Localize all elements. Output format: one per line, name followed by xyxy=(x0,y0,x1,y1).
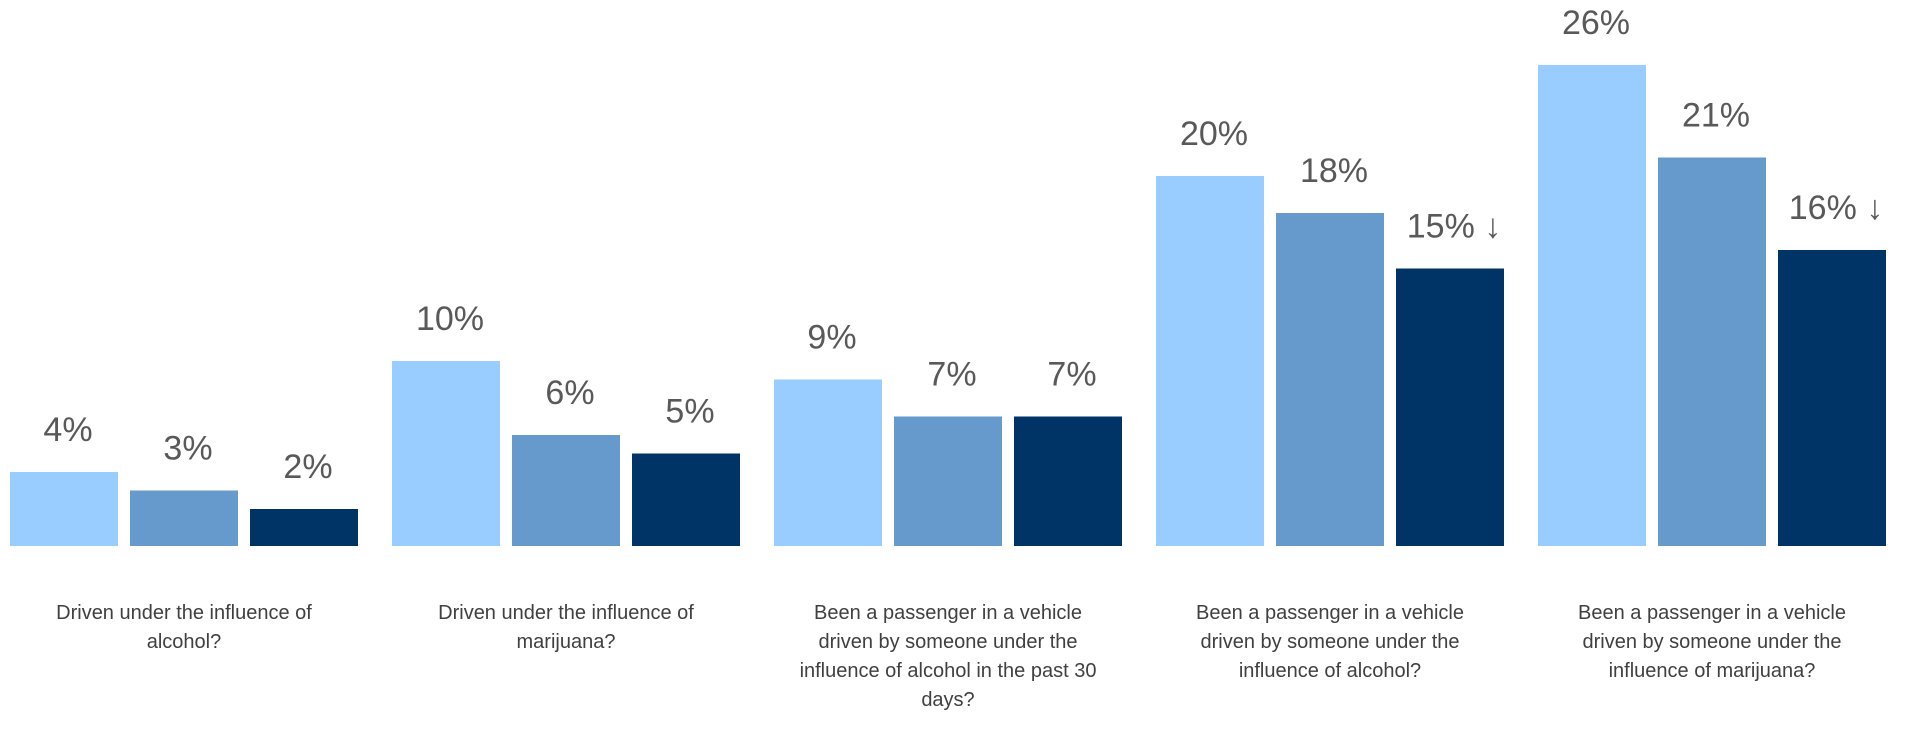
category-label: Driven under the influence of alcohol? xyxy=(56,602,312,653)
bar xyxy=(250,509,358,546)
data-label: 26% xyxy=(1562,4,1630,42)
bar xyxy=(512,435,620,546)
data-label: 7% xyxy=(927,355,976,393)
category-label: Driven under the influence of marijuana? xyxy=(438,602,694,653)
data-label: 2% xyxy=(283,448,332,486)
data-label: 18% xyxy=(1300,152,1368,190)
data-label: 6% xyxy=(545,374,594,412)
data-label: 9% xyxy=(807,318,856,356)
bar xyxy=(1156,176,1264,546)
bar xyxy=(632,453,740,546)
bar xyxy=(894,416,1002,546)
data-label: 21% xyxy=(1682,96,1750,134)
bar xyxy=(1276,213,1384,546)
bar xyxy=(1538,65,1646,546)
bar xyxy=(774,379,882,546)
category-label: Been a passenger in a vehicle driven by s… xyxy=(1578,602,1846,682)
data-label: 5% xyxy=(665,392,714,430)
data-label: 10% xyxy=(416,300,484,338)
bar xyxy=(1014,416,1122,546)
bar xyxy=(1778,250,1886,546)
bar xyxy=(1658,157,1766,546)
data-label: 15% ↓ xyxy=(1407,207,1502,245)
data-label: 4% xyxy=(43,411,92,449)
bar xyxy=(1396,268,1504,546)
bar xyxy=(130,490,238,546)
data-label: 20% xyxy=(1180,115,1248,153)
bar xyxy=(10,472,118,546)
category-label: Been a passenger in a vehicle driven by s… xyxy=(1196,602,1464,682)
data-label: 7% xyxy=(1047,355,1096,393)
category-label: Been a passenger in a vehicle driven by s… xyxy=(800,602,1097,711)
bar xyxy=(392,361,500,546)
data-label: 3% xyxy=(163,429,212,467)
data-label: 16% ↓ xyxy=(1789,189,1884,227)
